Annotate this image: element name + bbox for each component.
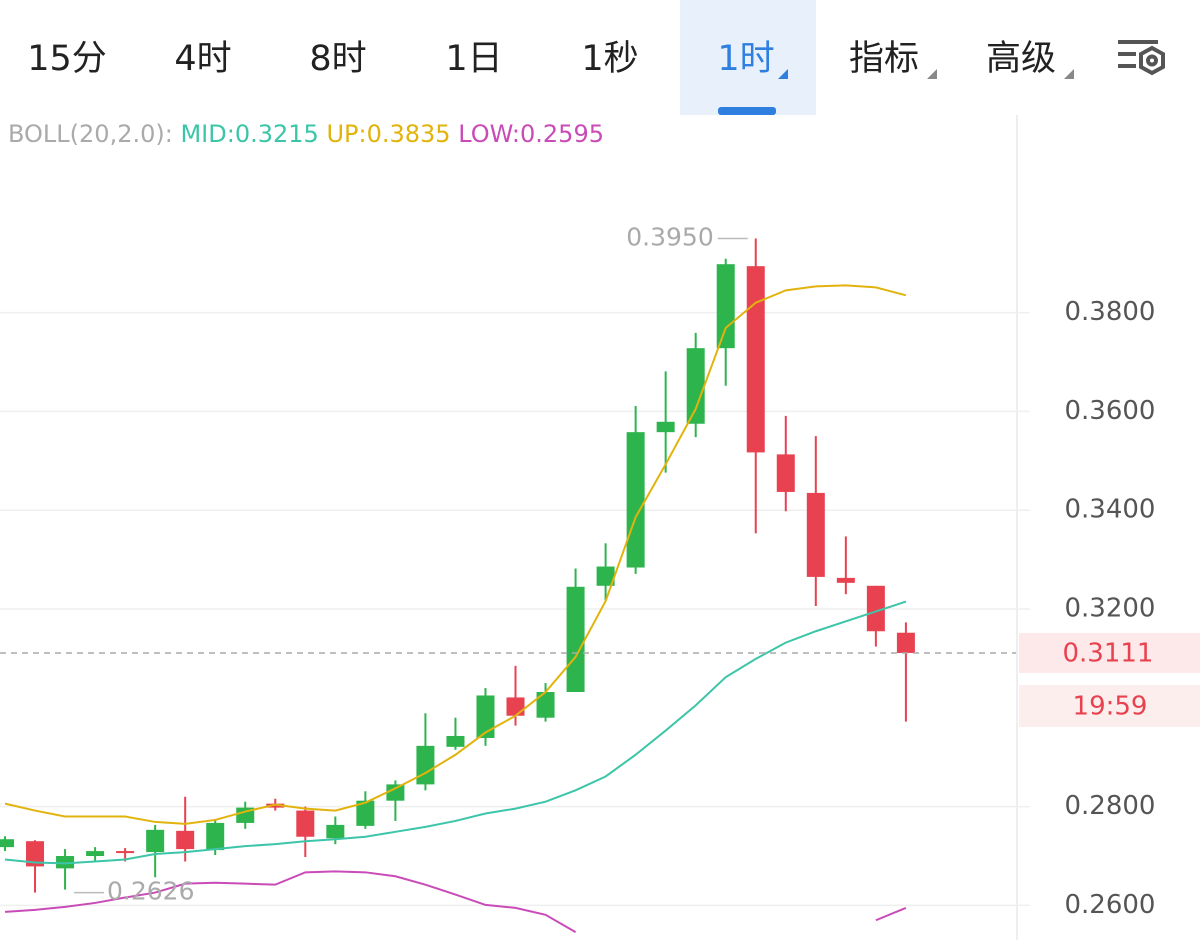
candle-body xyxy=(416,745,435,785)
y-tick-label: 0.3600 xyxy=(1065,396,1156,426)
candle-body xyxy=(446,735,465,747)
candle-body xyxy=(86,851,105,857)
legend-entry: LOW:0.2595 xyxy=(458,120,604,148)
indicator-legend: BOLL(20,2.0): MID:0.3215 UP:0.3835 LOW:0… xyxy=(8,120,604,148)
tab[interactable]: 指标 xyxy=(849,39,919,79)
annotation-label: 0.2626 xyxy=(107,877,194,906)
tab[interactable]: 1时 xyxy=(717,39,774,79)
last-price-label: 0.3111 xyxy=(1063,638,1154,668)
last-price-box xyxy=(1019,632,1200,673)
y-tick-label: 0.3200 xyxy=(1065,594,1156,624)
y-tick-label: 0.2600 xyxy=(1065,890,1156,920)
tab[interactable]: 15分 xyxy=(27,39,107,79)
dropdown-caret xyxy=(927,69,937,79)
legend-entry: UP:0.3835 xyxy=(326,120,450,148)
countdown: 19:59 xyxy=(1073,691,1148,721)
candle-body xyxy=(476,695,495,738)
candle-body xyxy=(596,566,615,586)
annotation-label: 0.3950 xyxy=(626,223,713,252)
candle-body xyxy=(776,454,795,492)
y-tick-label: 0.2800 xyxy=(1065,791,1156,821)
settings-icon[interactable] xyxy=(1118,40,1165,76)
candle-body xyxy=(386,784,405,801)
tab[interactable]: 8时 xyxy=(309,39,366,79)
indicator-line xyxy=(4,600,907,865)
candle-body xyxy=(896,632,915,653)
candle-body xyxy=(26,841,45,867)
active-tab-underline xyxy=(718,107,776,115)
candle-body xyxy=(146,829,165,853)
candle-body xyxy=(116,851,135,854)
candle-body xyxy=(686,348,705,424)
candle-body xyxy=(836,577,855,583)
dropdown-caret xyxy=(1064,69,1074,79)
candle-body xyxy=(536,692,555,718)
candle-body xyxy=(296,810,315,837)
candle-body xyxy=(0,839,14,848)
legend-entry: BOLL(20,2.0): xyxy=(8,120,173,148)
candle-body xyxy=(206,822,225,851)
candle-body xyxy=(806,492,825,577)
candle-body xyxy=(56,856,75,869)
candle-body xyxy=(716,264,735,349)
tab[interactable]: 4时 xyxy=(174,39,231,79)
candle-body xyxy=(506,697,525,716)
tab[interactable]: 1秒 xyxy=(581,39,638,79)
candle-body xyxy=(656,421,675,433)
y-tick-label: 0.3800 xyxy=(1065,297,1156,327)
indicator-line xyxy=(4,870,907,933)
candle-body xyxy=(566,586,585,693)
dropdown-caret xyxy=(778,69,788,79)
candle-body xyxy=(326,824,345,839)
indicator-line xyxy=(4,284,907,825)
candle-body xyxy=(746,266,765,453)
candle-body xyxy=(866,585,885,632)
countdown-box xyxy=(1019,684,1200,727)
y-tick-label: 0.3400 xyxy=(1065,495,1156,525)
plot xyxy=(0,238,915,933)
tab[interactable]: 高级 xyxy=(986,39,1056,79)
candle-body xyxy=(176,830,195,850)
legend-entry: MID:0.3215 xyxy=(180,120,318,148)
candle-body xyxy=(356,800,375,826)
tab[interactable]: 1日 xyxy=(445,39,502,79)
candle-body xyxy=(626,432,645,568)
active-tab-bg xyxy=(680,0,816,115)
